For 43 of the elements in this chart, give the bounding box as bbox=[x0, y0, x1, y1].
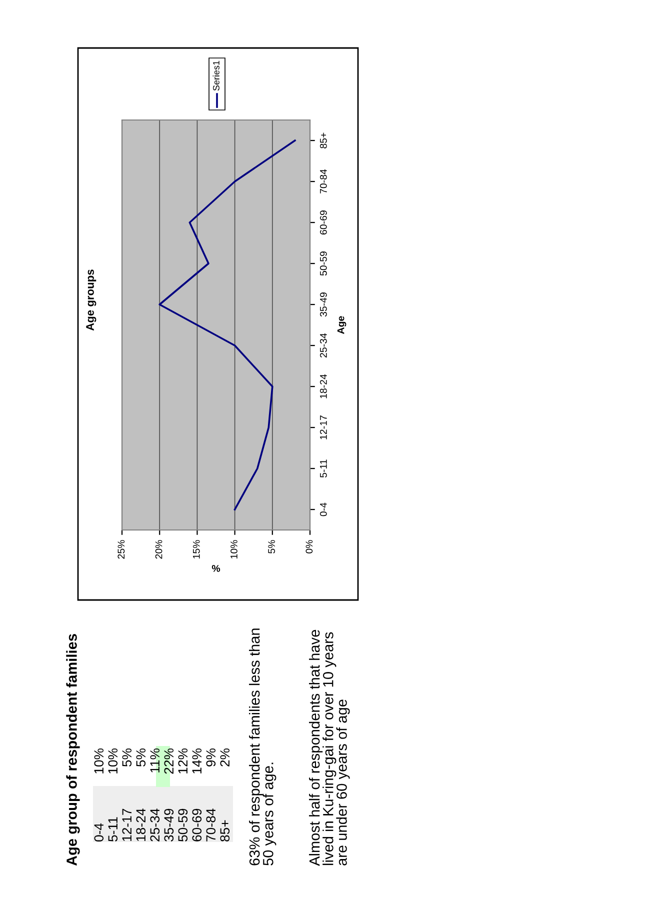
text: Series1 bbox=[212, 60, 220, 91]
y-tick-label: 50-59 bbox=[320, 252, 327, 276]
text: 18-24 bbox=[136, 808, 146, 841]
text: 63% of respondent families less than 50 years of age. bbox=[249, 628, 276, 866]
y-tick-label: 35-49 bbox=[320, 292, 327, 317]
text: Almost half of respondents that have lived in Ku-ring-gai for over 10 years are under 60 years of age bbox=[309, 630, 350, 866]
text: 12-17 bbox=[122, 808, 132, 841]
y-tick-label: 0-4 bbox=[320, 502, 327, 516]
x-tick-label: 25% bbox=[118, 540, 125, 559]
text: 70-84 bbox=[206, 808, 216, 842]
text: 11% bbox=[150, 748, 160, 772]
text: Age group of respondent families bbox=[66, 634, 80, 866]
text: Age groups bbox=[86, 270, 96, 331]
text: 60-69 bbox=[192, 808, 202, 842]
y-tick-label: 85+ bbox=[320, 132, 327, 148]
text: 2% bbox=[220, 748, 230, 766]
text: 50-59 bbox=[178, 808, 188, 842]
text: 5-11 bbox=[108, 817, 118, 842]
text: 10% bbox=[108, 748, 118, 774]
text: 22% bbox=[164, 748, 174, 774]
x-tick-label: 0% bbox=[306, 540, 313, 554]
text: 25-34 bbox=[150, 808, 160, 842]
text: 9% bbox=[206, 748, 216, 766]
text: 5% bbox=[122, 748, 132, 767]
y-axis-title: Age bbox=[337, 316, 346, 334]
text: 12% bbox=[178, 748, 188, 774]
x-tick-label: 15% bbox=[192, 540, 200, 558]
y-tick-label: 60-69 bbox=[320, 210, 327, 234]
y-tick-label: 5-11 bbox=[320, 460, 327, 478]
text: 14% bbox=[192, 748, 202, 774]
y-tick-label: 18-24 bbox=[320, 374, 327, 398]
x-tick-label: 5% bbox=[268, 540, 276, 554]
y-tick-label: 25-34 bbox=[320, 333, 327, 358]
x-axis-title: % bbox=[212, 565, 220, 572]
text: 10% bbox=[94, 748, 104, 774]
text: 0-4 bbox=[94, 823, 104, 842]
text: 85+ bbox=[220, 820, 230, 842]
text: 35-49 bbox=[164, 808, 174, 842]
x-tick-label: 10% bbox=[230, 540, 238, 558]
text: 5% bbox=[136, 748, 146, 767]
y-tick-label: 12-17 bbox=[320, 416, 327, 440]
y-tick-label: 70-84 bbox=[320, 169, 327, 194]
x-tick-label: 20% bbox=[155, 540, 162, 559]
